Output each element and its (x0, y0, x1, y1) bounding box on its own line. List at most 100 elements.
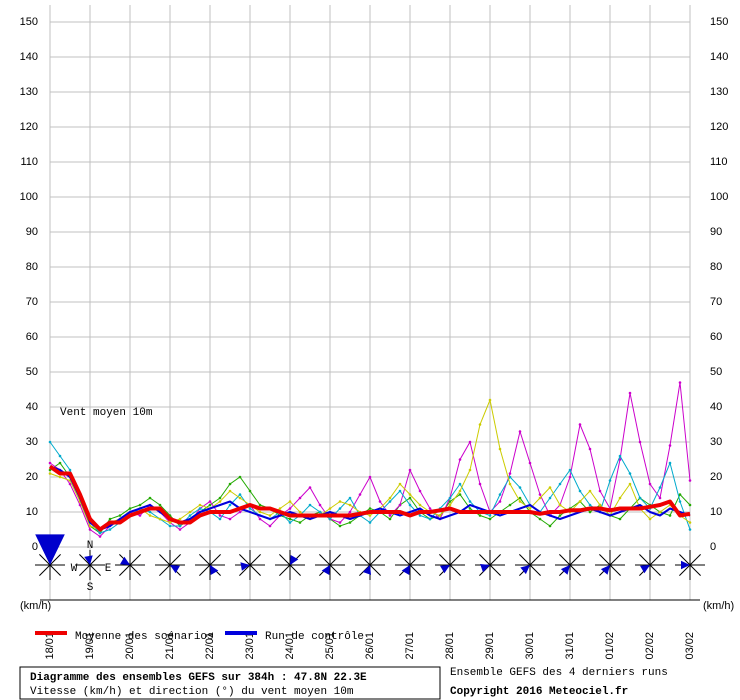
y2-tick-label: 50 (710, 366, 722, 378)
member-point (268, 514, 272, 517)
member-point (608, 479, 612, 482)
compass-spoke (329, 554, 341, 566)
member-point (98, 531, 102, 535)
member-point (138, 514, 142, 517)
member-point (548, 524, 552, 528)
series-line (48, 464, 691, 532)
member-point (328, 507, 332, 510)
direction-wedge (120, 556, 130, 565)
member-point (618, 517, 622, 521)
compass-spoke (489, 554, 501, 566)
direction-wedge (640, 565, 650, 574)
member-point (428, 507, 432, 510)
compass-spoke (79, 564, 91, 576)
member-point (458, 489, 462, 493)
member-point (678, 493, 682, 496)
member-point (518, 500, 522, 503)
direction-wedge (520, 565, 530, 575)
y2-tick-label: 0 (710, 541, 716, 553)
member-point (448, 503, 452, 507)
member-point (298, 496, 302, 500)
direction-wedge (401, 565, 410, 575)
member-point (558, 482, 562, 486)
member-point (488, 517, 492, 521)
member-point (518, 496, 522, 500)
member-point (318, 503, 322, 507)
x-tick-label: 29/01 (484, 632, 496, 660)
member-point (398, 489, 402, 493)
member-point (168, 524, 172, 528)
member-point (228, 482, 232, 486)
member-point (188, 510, 192, 514)
x-tick-label: 28/01 (444, 632, 456, 660)
member-point (98, 535, 102, 538)
member-point (398, 482, 402, 486)
member-point (578, 500, 582, 503)
member-point (538, 493, 542, 496)
member-point (288, 517, 292, 521)
compass-spoke (399, 554, 411, 566)
member-point (208, 503, 212, 507)
member-point (588, 447, 592, 451)
compass-spoke (79, 554, 91, 566)
member-point (418, 503, 422, 507)
member-point (628, 482, 632, 486)
compass-spoke (239, 554, 251, 566)
member-point (298, 510, 302, 514)
member-point (488, 514, 492, 517)
y-tick-label: 90 (26, 226, 38, 238)
member-point (48, 440, 52, 444)
compass-spoke (609, 554, 621, 566)
member-point (328, 517, 332, 521)
x-tick-label: 22/01 (204, 632, 216, 660)
member-point (278, 507, 282, 510)
direction-wedge (35, 534, 65, 565)
member-point (658, 510, 662, 514)
x-tick-label: 20/01 (124, 632, 136, 660)
compass-spoke (369, 554, 381, 566)
x-tick-label: 02/02 (644, 632, 656, 660)
member-point (468, 507, 472, 510)
compass-spoke (329, 564, 341, 576)
member-point (578, 423, 582, 426)
member-point (258, 517, 262, 521)
member-point (488, 398, 492, 402)
member-point (478, 423, 482, 426)
member-point (358, 493, 362, 496)
direction-wedge (362, 565, 371, 575)
compass-spoke (489, 564, 501, 576)
member-point (268, 524, 272, 528)
compass-spoke (689, 564, 701, 576)
x-tick-label: 18/01 (44, 632, 56, 660)
member-point (568, 468, 572, 472)
member-point (368, 514, 372, 517)
compass-spoke (199, 564, 211, 576)
compass-spoke (369, 564, 381, 576)
member-point (598, 503, 602, 507)
member-point (178, 524, 182, 528)
member-point (338, 500, 342, 503)
direction-wedge (240, 562, 250, 571)
x-tick-label: 01/02 (604, 632, 616, 660)
member-point (348, 521, 352, 524)
member-point (448, 496, 452, 500)
x-tick-label: 21/01 (164, 632, 176, 660)
y-tick-label: 130 (20, 86, 38, 98)
member-point (228, 503, 232, 507)
member-point (538, 517, 542, 521)
x-tick-label: 23/01 (244, 632, 256, 660)
member-point (58, 454, 62, 458)
member-point (58, 461, 62, 465)
y-tick-label: 110 (20, 156, 38, 168)
member-point (168, 521, 172, 524)
member-point (238, 496, 242, 500)
member-point (688, 479, 692, 482)
member-point (518, 430, 522, 433)
member-point (218, 496, 222, 500)
member-point (288, 500, 292, 503)
compass-spoke (239, 564, 251, 576)
compass-spoke (39, 554, 51, 566)
member-point (628, 391, 632, 395)
member-point (88, 528, 92, 531)
compass-spoke (449, 554, 461, 566)
